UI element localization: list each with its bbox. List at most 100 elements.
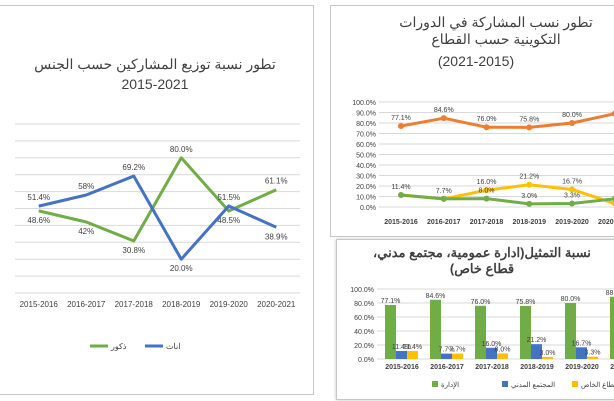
data-label: 11.4% bbox=[403, 344, 422, 351]
data-label: 8.0% bbox=[479, 188, 495, 195]
gender-chart-title: تطور نسبة توزيع المشاركين حسب الجنس bbox=[34, 56, 276, 72]
series-marker-1 bbox=[569, 186, 576, 193]
data-label: 3.3% bbox=[585, 350, 601, 357]
data-label: 84.6% bbox=[426, 293, 446, 300]
x-tick-label: 2018-2019 bbox=[513, 219, 547, 226]
data-label: 80.0% bbox=[561, 296, 581, 303]
data-label: 7.7% bbox=[436, 188, 452, 195]
bar-2 bbox=[542, 356, 553, 359]
x-tick-label: 2017-2018 bbox=[115, 300, 154, 309]
data-label: 7.7% bbox=[450, 347, 466, 354]
series-marker-2 bbox=[526, 200, 533, 207]
data-label: 16.0% bbox=[482, 341, 502, 348]
y-tick-label: 40.0% bbox=[356, 163, 376, 170]
series-marker-0 bbox=[440, 115, 447, 122]
bar-0 bbox=[475, 305, 486, 359]
data-label: 75.8% bbox=[519, 116, 539, 123]
x-tick-label: 2019-2020 bbox=[565, 364, 599, 371]
series-marker-2 bbox=[398, 192, 404, 199]
representation-chart-title: نسبة التمثيل(ادارة عمومية، مجتمع مدني، ق… bbox=[373, 245, 591, 276]
y-tick-label: 0.0% bbox=[360, 205, 376, 212]
data-label: 61.1% bbox=[265, 177, 288, 186]
data-label: 30.8% bbox=[122, 246, 145, 255]
data-label: 75.8% bbox=[516, 299, 536, 306]
data-label: 76.0% bbox=[477, 116, 497, 123]
bar-0 bbox=[520, 305, 531, 359]
data-label: 7.7% bbox=[439, 347, 455, 354]
bar-1 bbox=[531, 344, 542, 359]
y-tick-label: 0.0% bbox=[358, 357, 374, 364]
x-tick-label: 2015-2016 bbox=[384, 219, 418, 226]
data-label: 88.9% bbox=[606, 290, 614, 297]
y-tick-label: 60.0% bbox=[356, 142, 376, 149]
data-label: 48.6% bbox=[27, 216, 50, 225]
series-marker-2 bbox=[611, 195, 614, 202]
series-line-2 bbox=[400, 193, 614, 206]
series-marker-1 bbox=[526, 181, 533, 188]
series-marker-2 bbox=[483, 195, 490, 202]
x-tick-label: 2019-2020 bbox=[210, 300, 249, 309]
x-tick-label: 2019-2020 bbox=[555, 219, 589, 226]
x-tick-label: 2020-2021 bbox=[598, 219, 614, 226]
sector-chart-subtitle: (2021-2015) bbox=[437, 53, 515, 69]
x-tick-label: 2015-2016 bbox=[20, 300, 59, 309]
bar-1 bbox=[396, 351, 407, 359]
data-label: 77.1% bbox=[381, 298, 401, 305]
x-tick-label: 2020-2021 bbox=[610, 364, 614, 371]
x-tick-label: 2016-2017 bbox=[67, 300, 106, 309]
data-label: 16.0% bbox=[477, 179, 497, 186]
y-tick-label: 40.0% bbox=[354, 329, 374, 336]
bar-1 bbox=[486, 347, 497, 359]
gender-line-chart: 2015-2016 2016-2017 2017-2018 2018-2019 2019… bbox=[15, 123, 300, 351]
x-tick-label: 2018-2019 bbox=[162, 300, 201, 309]
sector-chart-panel: تطور نسب المشاركة في الدورات التكوينية ح… bbox=[330, 5, 614, 237]
series-marker-0 bbox=[569, 120, 576, 126]
series-marker-2 bbox=[440, 195, 447, 202]
data-label: 11.4% bbox=[392, 344, 411, 351]
legend-label-female: اناث bbox=[166, 342, 180, 351]
representation-chart-panel: نسبة التمثيل(ادارة عمومية، مجتمع مدني، ق… bbox=[336, 239, 614, 400]
sector-chart-title: تطور نسب المشاركة في الدورات التكوينية ح… bbox=[399, 14, 593, 47]
data-label: 76.0% bbox=[471, 299, 491, 306]
series-marker-1 bbox=[611, 200, 614, 207]
legend-label-1: المجتمع المدني bbox=[511, 381, 555, 389]
data-label: 84.6% bbox=[434, 107, 454, 114]
y-tick-label: 60.0% bbox=[354, 315, 374, 322]
bar-0 bbox=[430, 299, 441, 359]
y-tick-label: 20.0% bbox=[354, 343, 374, 350]
series-marker-0 bbox=[398, 123, 404, 130]
series-marker-0 bbox=[526, 124, 533, 131]
gender-chart-subtitle: 2015-2021 bbox=[121, 76, 189, 92]
data-label: 80.0% bbox=[562, 112, 582, 119]
data-label: 48.5% bbox=[217, 216, 240, 225]
y-tick-label: 30.0% bbox=[356, 174, 376, 181]
y-tick-label: 70.0% bbox=[356, 132, 376, 139]
legend-label-2: القطاع الخاص bbox=[581, 381, 614, 389]
data-label: 21.2% bbox=[519, 174, 539, 181]
series-line-female bbox=[38, 174, 277, 261]
legend-label-0: الإدارة bbox=[441, 381, 459, 389]
data-label: 3.3% bbox=[564, 193, 580, 200]
x-tick-label: 2016-2017 bbox=[427, 219, 461, 226]
data-label: 80.0% bbox=[170, 145, 193, 154]
data-label: 3.0% bbox=[521, 193, 537, 200]
y-tick-label: 100.0% bbox=[350, 287, 374, 294]
legend-swatch-0 bbox=[432, 381, 438, 387]
legend-label-male: ذكور bbox=[110, 342, 127, 351]
data-label: 51.5% bbox=[217, 193, 240, 202]
legend-swatch-1 bbox=[502, 381, 508, 387]
data-label: 38.9% bbox=[265, 232, 288, 241]
x-tick-label: 2020-2021 bbox=[257, 300, 296, 309]
series-marker-0 bbox=[611, 110, 614, 117]
y-tick-label: 20.0% bbox=[356, 184, 376, 191]
data-label: 51.4% bbox=[27, 193, 50, 202]
bar-0 bbox=[385, 305, 396, 359]
x-tick-label: 2016-2017 bbox=[430, 364, 464, 371]
y-tick-label: 80.0% bbox=[356, 121, 376, 128]
x-tick-label: 2018-2019 bbox=[520, 364, 554, 371]
series-line-male bbox=[38, 156, 277, 243]
bar-1 bbox=[576, 347, 587, 359]
data-label: 8.0% bbox=[495, 346, 511, 353]
x-tick-label: 2017-2018 bbox=[470, 219, 504, 226]
series-marker-1 bbox=[483, 187, 490, 194]
